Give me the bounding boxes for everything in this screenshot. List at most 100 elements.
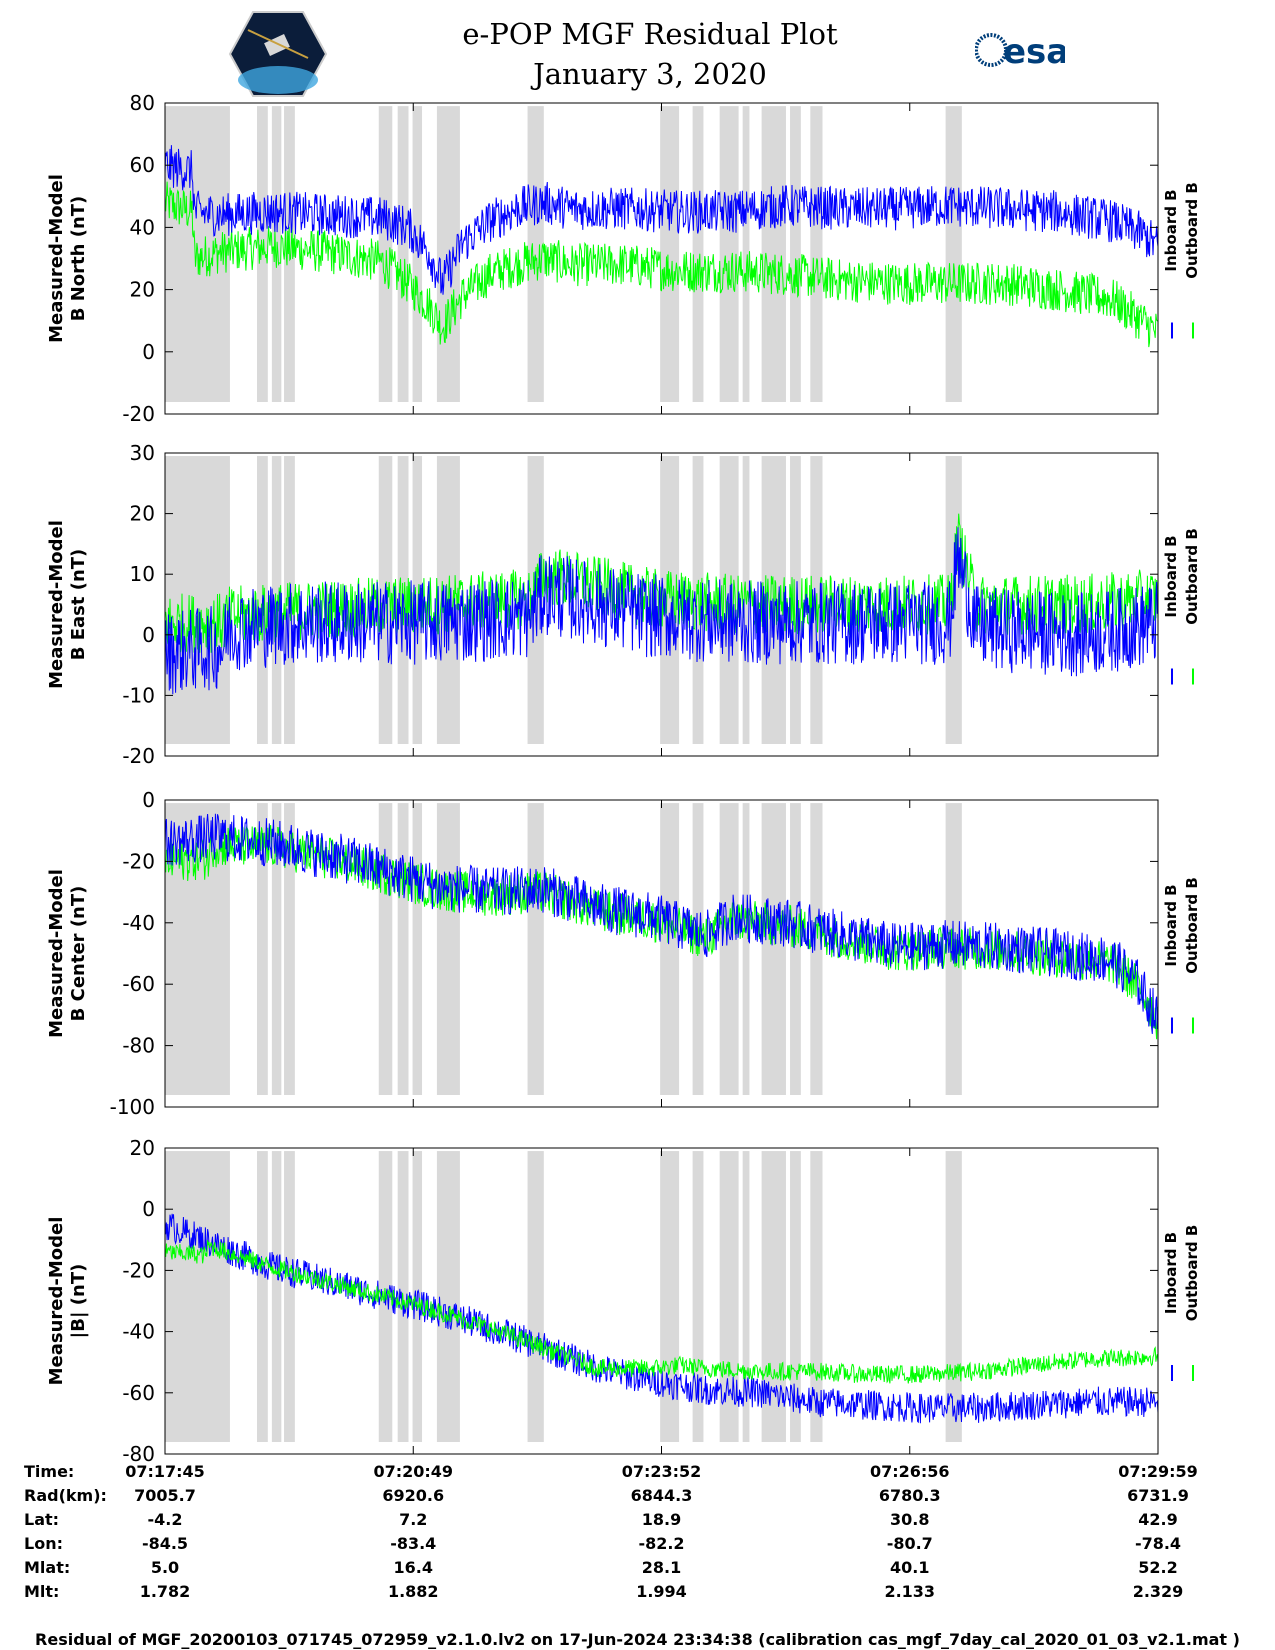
y-tick-label: 0 [142,340,155,364]
info-value: 07:20:49 [373,1462,454,1481]
info-value: -78.4 [1134,1534,1182,1553]
y-axis-label: Measured-Model|B| (nT) [46,1217,89,1386]
y-tick-label: 20 [130,278,155,302]
info-value: 1.994 [636,1582,687,1601]
y-tick-label: -40 [122,1320,155,1344]
y-tick-label: -60 [122,1381,155,1405]
info-row-label: Lat: [24,1510,60,1529]
legend-outboard-label: Outboard B [1183,182,1201,279]
panel-1: -20 0 20 40 60 80 Measured-ModelB North (nT) In… [46,91,1201,426]
legend-inboard-label: Inboard B [1162,1232,1180,1314]
info-value: 07:23:52 [621,1462,702,1481]
data-gap-11 [692,1151,704,1442]
data-gap-9 [527,803,544,1095]
info-value: 6844.3 [630,1486,693,1505]
y-tick-label: -60 [122,972,155,996]
info-value: 07:29:59 [1118,1462,1198,1481]
data-gap-12 [719,803,739,1095]
info-value: 6920.6 [382,1486,445,1505]
data-gap-15 [790,1151,801,1442]
info-value: 7.2 [399,1510,428,1529]
data-gap-7 [412,456,423,744]
y-axis-label-line-2: B Center (nT) [68,886,89,1022]
y-tick-label: 40 [130,215,155,239]
y-tick-label: 10 [130,562,155,586]
y-tick-label: -20 [122,849,155,873]
y-tick-label: 0 [142,1197,155,1221]
legend-inboard-label: Inboard B [1162,535,1180,617]
data-gap-15 [790,803,801,1095]
legend-outboard-label: Outboard B [1183,528,1201,625]
y-tick-label: 20 [130,1136,155,1160]
info-value: 40.1 [890,1558,930,1577]
data-gap-13 [742,803,750,1095]
y-tick-label: -100 [110,1095,155,1119]
data-gap-12 [719,106,739,403]
series-inboard-line [164,527,1159,695]
y-tick-label: -10 [122,683,155,707]
info-row: Lat: -4.2 7.2 18.9 30.8 42.9 [0,1510,1275,1534]
series-outboard-line [164,824,1159,1040]
data-gap-10 [660,803,680,1095]
info-value: -84.5 [141,1534,189,1553]
y-tick-label: -20 [122,1258,155,1282]
data-gap-2 [256,1151,268,1442]
data-gap-3 [271,456,282,744]
data-gap-8 [436,803,460,1095]
info-value: 2.133 [884,1582,936,1601]
series-inboard-line [164,1213,1159,1424]
data-gap-11 [692,456,704,744]
info-value: 1.782 [139,1582,191,1601]
orbit-info-table: Time: 07:17:45 07:20:49 07:23:52 07:26:56 07:… [0,1462,1275,1632]
y-tick-label: 0 [142,623,155,647]
data-gap-12 [719,456,739,744]
info-row: Time: 07:17:45 07:20:49 07:23:52 07:26:56 07:… [0,1462,1275,1486]
data-gap-14 [761,803,786,1095]
data-gap-3 [271,1151,282,1442]
series-outboard-line [164,181,1159,348]
info-value: 30.8 [890,1510,930,1529]
info-value: 07:17:45 [125,1462,205,1481]
plot-title: e-POP MGF Residual Plot January 3, 2020 [330,14,970,94]
y-axis-label: Measured-ModelB North (nT) [46,174,89,343]
info-row-label: Mlat: [24,1558,71,1577]
y-axis-label-line-2: |B| (nT) [68,1264,89,1339]
info-value: 28.1 [641,1558,682,1577]
y-axis-label-line-1: Measured-Model [46,869,67,1038]
info-row: Rad(km): 7005.7 6920.6 6844.3 6780.3 6731.9 [0,1486,1275,1510]
y-tick-label: 20 [130,502,155,526]
esa-logo-text: esa [1003,32,1065,72]
data-gap-7 [412,803,423,1095]
y-tick-label: 30 [130,441,155,465]
info-row: Mlt: 1.782 1.882 1.994 2.133 2.329 [0,1582,1275,1606]
data-gap-11 [692,106,704,403]
data-gap-7 [412,106,423,403]
data-gap-3 [271,803,282,1095]
data-gap-15 [790,106,801,403]
esa-logo: esa [975,32,1065,72]
info-value: 07:26:56 [869,1462,950,1481]
data-gap-9 [527,1151,544,1442]
y-tick-label: -80 [122,1442,155,1462]
series-inboard-line [164,145,1159,295]
info-value: 7005.7 [134,1486,196,1505]
info-value: 5.0 [150,1558,180,1577]
info-row-label: Lon: [24,1534,63,1553]
data-gap-6 [397,106,409,403]
legend-inboard-label: Inboard B [1162,189,1180,271]
y-tick-label: -80 [122,1034,155,1058]
info-value: -4.2 [147,1510,183,1529]
legend-inboard-label: Inboard B [1162,884,1180,966]
series-inboard-line [164,813,1159,1034]
info-row-label: Time: [24,1462,75,1481]
data-gap-1 [165,456,230,744]
panel-4: -80 -60 -40 -20 0 20 Measured-Model|B| (nT) Inb… [46,1136,1201,1462]
info-row: Mlat: 5.0 16.4 28.1 40.1 52.2 [0,1558,1275,1582]
info-value: 16.4 [393,1558,433,1577]
y-tick-label: 80 [130,91,155,115]
info-value: 52.2 [1138,1558,1178,1577]
data-gap-1 [165,1151,230,1442]
y-axis-label-line-1: Measured-Model [46,1217,67,1386]
series-outboard-line [164,1240,1159,1384]
legend-outboard-label: Outboard B [1183,1225,1201,1322]
